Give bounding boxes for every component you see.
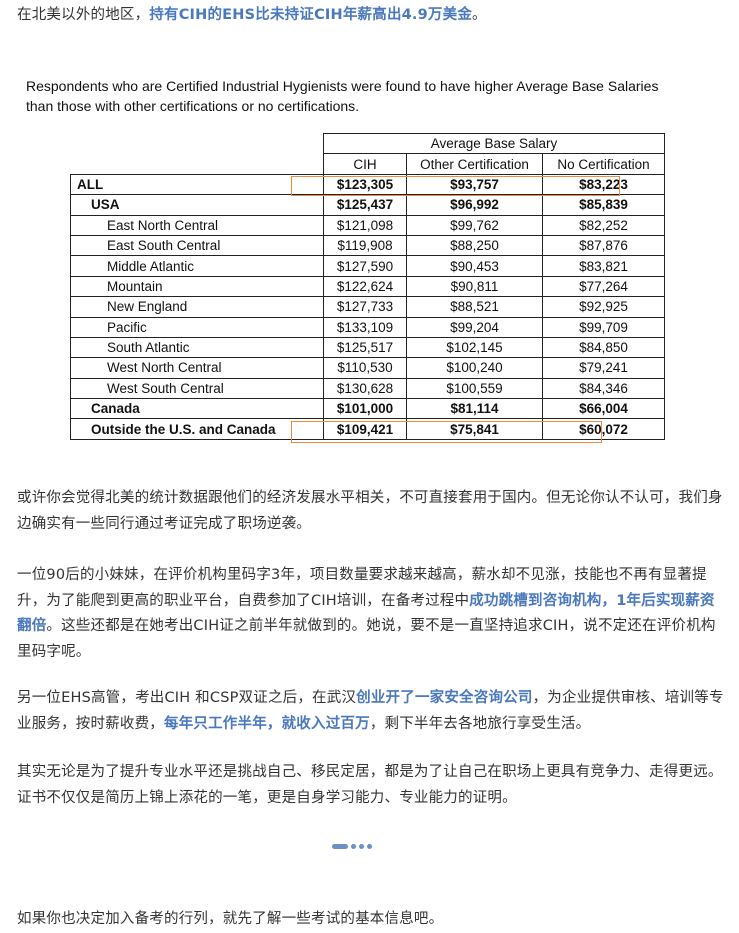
paragraph-1: 或许你会觉得北美的统计数据跟他们的经济发展水平相关，不可直接套用于国内。但无论你… <box>17 486 725 537</box>
blank-cell <box>70 133 324 154</box>
salary-cell: $85,839 <box>542 194 665 216</box>
row-label: Mountain <box>70 275 324 298</box>
salary-cell: $125,517 <box>323 336 407 359</box>
intro-paragraph: 在北美以外的地区，持有CIH的EHS比未持证CIH年薪高出4.9万美金。 <box>17 3 725 29</box>
salary-cell: $125,437 <box>323 194 407 216</box>
paragraph-text: 。这些还都是在她考出CIH证之前半年就做到的。她说，要不是一直坚持追求CIH，说… <box>17 618 716 660</box>
table-row: West North Central $110,530 $100,240 $79,24… <box>70 357 665 379</box>
paragraph-text: 另一位EHS高管，考出CIH 和CSP双证之后，在武汉 <box>17 690 357 706</box>
paragraph-highlight: 成功跳槽到咨询机构，1年后实现薪资翻倍 <box>17 592 715 635</box>
salary-cell: $99,709 <box>542 316 665 338</box>
intro-highlight: 持有CIH的EHS比未持证CIH年薪高出4.9万美金 <box>149 7 473 23</box>
paragraph-3: 另一位EHS高管，考出CIH 和CSP双证之后，在武汉创业开了一家安全咨询公司，… <box>17 686 725 737</box>
paragraph-text: 或许你会觉得北美的统计数据跟他们的经济发展水平相关，不可直接套用于国内。但无论你… <box>17 490 723 532</box>
row-label: East South Central <box>70 234 324 257</box>
column-header: Other Certification <box>406 153 543 175</box>
salary-cell: $102,145 <box>406 336 543 359</box>
salary-table: Average Base Salary CIH Other Certificatio… <box>70 132 665 440</box>
row-label: Canada <box>70 398 324 420</box>
column-header: CIH <box>323 153 407 175</box>
table-row: West South Central $130,628 $100,559 $84,34… <box>70 377 665 400</box>
row-label: Middle Atlantic <box>70 255 324 277</box>
salary-cell: $79,241 <box>542 357 665 379</box>
column-header: No Certification <box>542 153 665 175</box>
intro-text: 在北美以外的地区， <box>17 7 150 23</box>
salary-cell: $90,453 <box>406 255 543 277</box>
salary-cell: $88,250 <box>406 234 543 257</box>
salary-cell: $130,628 <box>323 377 407 400</box>
table-row: South Atlantic $125,517 $102,145 $84,850 <box>70 336 665 359</box>
salary-cell: $100,559 <box>406 377 543 400</box>
paragraph-text: ，剩下半年去各地旅行享受生活。 <box>369 715 591 732</box>
table-row: Pacific $133,109 $99,204 $99,709 <box>70 316 665 338</box>
salary-cell: $101,000 <box>323 398 407 420</box>
salary-cell: $82,252 <box>542 214 665 236</box>
highlight-box-outside <box>291 421 602 443</box>
table-row: USA $125,437 $96,992 $85,839 <box>70 194 665 216</box>
row-label: West South Central <box>70 377 324 400</box>
salary-cell: $109,421 <box>323 418 407 440</box>
paragraph-highlight: 创业开了一家安全咨询公司 <box>356 690 533 706</box>
row-label: New England <box>70 296 324 318</box>
row-label: West North Central <box>70 357 324 379</box>
salary-cell: $100,240 <box>406 357 543 379</box>
salary-cell: $84,850 <box>542 336 665 359</box>
salary-cell: $127,733 <box>323 296 407 318</box>
salary-cell: $88,521 <box>406 296 543 318</box>
salary-cell: $96,992 <box>406 194 543 216</box>
row-label: South Atlantic <box>70 336 324 359</box>
salary-cell: $60,072 <box>542 418 665 440</box>
row-label: ALL <box>70 173 324 196</box>
table-row: Outside the U.S. and Canada $109,421 $75,8… <box>70 418 665 440</box>
paragraph-2: 一位90后的小妹妹，在评价机构里码字3年，项目数量要求越来越高，薪水却不见涨，技… <box>17 563 725 665</box>
salary-cell: $75,841 <box>406 418 543 440</box>
intro-text-end: 。 <box>472 7 487 23</box>
salary-cell: $99,762 <box>406 214 543 236</box>
table-group-header-row: Average Base Salary <box>70 132 665 155</box>
salary-cell: $122,624 <box>323 275 407 298</box>
salary-cell: $127,590 <box>323 255 407 277</box>
salary-cell: $123,305 <box>323 173 407 196</box>
salary-cell: $87,876 <box>542 234 665 257</box>
paragraph-text: 一位90后的小妹妹，在评价机构里码字3年，项目数量要求越来越高，薪水却不见涨，技… <box>17 567 707 609</box>
salary-cell: $83,223 <box>542 173 665 196</box>
highlight-box-all <box>291 176 620 196</box>
salary-cell: $92,925 <box>542 296 665 318</box>
salary-cell: $77,264 <box>542 275 665 298</box>
table-row: East South Central $119,908 $88,250 $87,876 <box>70 234 665 257</box>
row-label: Pacific <box>70 316 324 338</box>
dots-divider-icon <box>332 844 372 849</box>
salary-cell: $81,114 <box>406 398 543 420</box>
table-row: Mountain $122,624 $90,811 $77,264 <box>70 275 665 298</box>
paragraph-highlight: 每年只工作半年，就收入过百万 <box>164 715 370 732</box>
paragraph-text: ，为企业提供审核、培训等专业服务，按时薪收费， <box>17 690 724 732</box>
table-row: East North Central $121,098 $99,762 $82,252 <box>70 214 665 236</box>
paragraph-4: 其实无论是为了提升专业水平还是挑战自己、移民定居，都是为了让自己在职场上更具有竞… <box>17 760 725 811</box>
salary-cell: $99,204 <box>406 316 543 338</box>
salary-cell: $84,346 <box>542 377 665 400</box>
paragraph-text: 其实无论是为了提升专业水平还是挑战自己、移民定居，都是为了让自己在职场上更具有竞… <box>17 764 723 806</box>
table-header-row: CIH Other Certification No Certification <box>70 153 665 175</box>
salary-cell: $66,004 <box>542 398 665 420</box>
table-row: ALL $123,305 $93,757 $83,223 <box>70 173 665 196</box>
table-row: Middle Atlantic $127,590 $90,453 $83,821 <box>70 255 665 277</box>
salary-cell: $119,908 <box>323 234 407 257</box>
row-label: East North Central <box>70 214 324 236</box>
row-label: Outside the U.S. and Canada <box>70 418 324 440</box>
salary-cell: $110,530 <box>323 357 407 379</box>
salary-cell: $90,811 <box>406 275 543 298</box>
salary-cell: $133,109 <box>323 316 407 338</box>
salary-cell: $121,098 <box>323 214 407 236</box>
group-header: Average Base Salary <box>323 132 665 155</box>
blank-cell <box>70 153 324 175</box>
outro-paragraph: 如果你也决定加入备考的行列，就先了解一些考试的基本信息吧。 <box>17 911 444 927</box>
table-row: New England $127,733 $88,521 $92,925 <box>70 296 665 318</box>
figure-caption: Respondents who are Certified Industrial… <box>26 78 659 114</box>
table-row: Canada $101,000 $81,114 $66,004 <box>70 398 665 420</box>
salary-cell: $83,821 <box>542 255 665 277</box>
row-label: USA <box>70 194 324 216</box>
